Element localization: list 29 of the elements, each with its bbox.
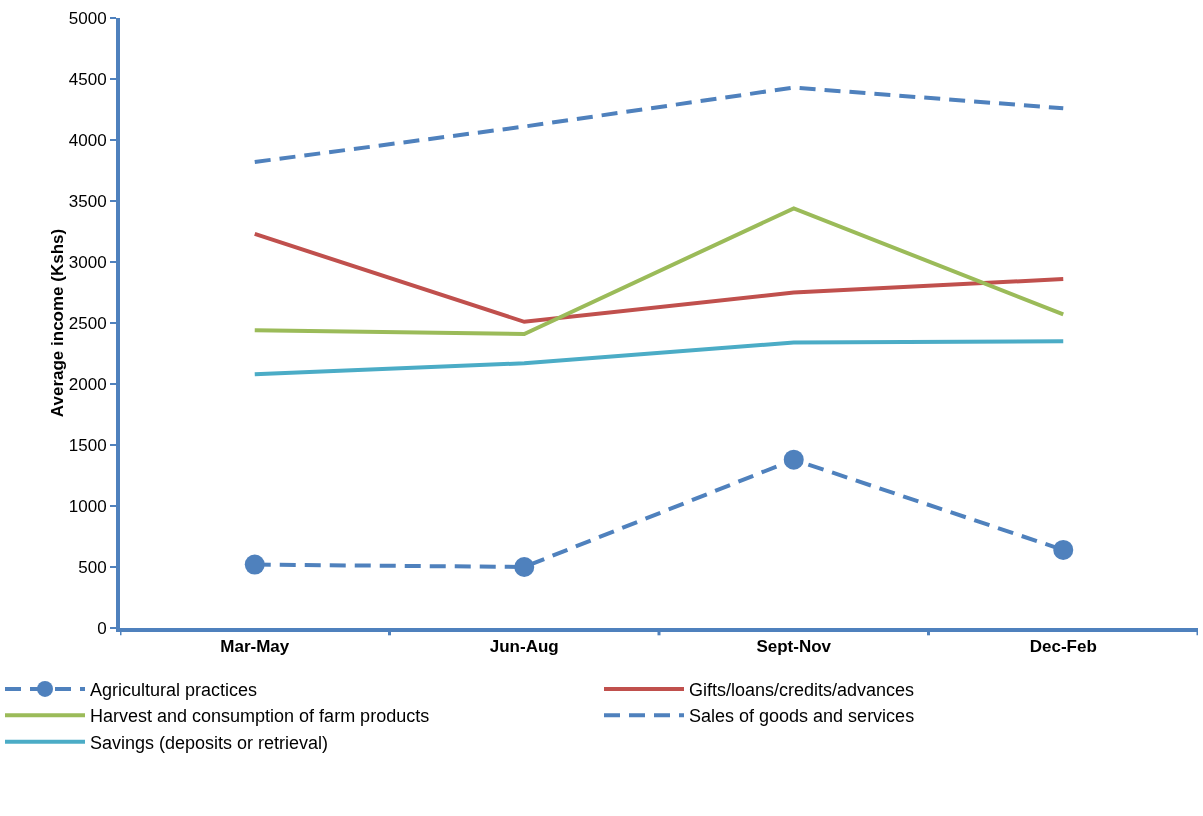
y-tick-label: 1500 bbox=[68, 435, 107, 455]
y-tick-label: 3500 bbox=[68, 191, 107, 211]
y-tick-label: 4500 bbox=[68, 69, 107, 89]
y-tick-label: 4000 bbox=[68, 130, 107, 150]
y-tick-label: 2000 bbox=[68, 374, 107, 394]
y-axis-title: Average income (Kshs) bbox=[47, 228, 67, 418]
line-series bbox=[252, 85, 1066, 164]
line-series bbox=[252, 339, 1066, 377]
legend-label: Gifts/loans/credits/advances bbox=[689, 679, 915, 700]
x-tick-label: Sept-Nov bbox=[756, 637, 832, 657]
y-tick-label: 0 bbox=[97, 618, 107, 638]
legend-label: Sales of goods and services bbox=[689, 706, 915, 727]
point bbox=[514, 557, 535, 577]
x-tick-label: Mar-May bbox=[220, 637, 290, 657]
line-series bbox=[252, 231, 1066, 324]
x-tick-label: Dec-Feb bbox=[1029, 637, 1097, 657]
y-tick-label: 3000 bbox=[68, 252, 107, 272]
legend-label: Savings (deposits or retrieval) bbox=[90, 732, 329, 753]
y-tick-label: 500 bbox=[78, 557, 107, 577]
point bbox=[244, 554, 265, 575]
point bbox=[783, 449, 804, 470]
y-tick-label: 5000 bbox=[68, 8, 107, 28]
legend-label: Harvest and consumption of farm products bbox=[90, 706, 430, 727]
legend-label: Agricultural practices bbox=[90, 679, 258, 700]
point bbox=[1053, 539, 1074, 560]
y-tick-label: 2500 bbox=[68, 313, 107, 333]
line-series bbox=[252, 206, 1066, 336]
x-tick-label: Jun-Aug bbox=[489, 637, 559, 657]
y-tick-label: 1000 bbox=[68, 496, 107, 516]
